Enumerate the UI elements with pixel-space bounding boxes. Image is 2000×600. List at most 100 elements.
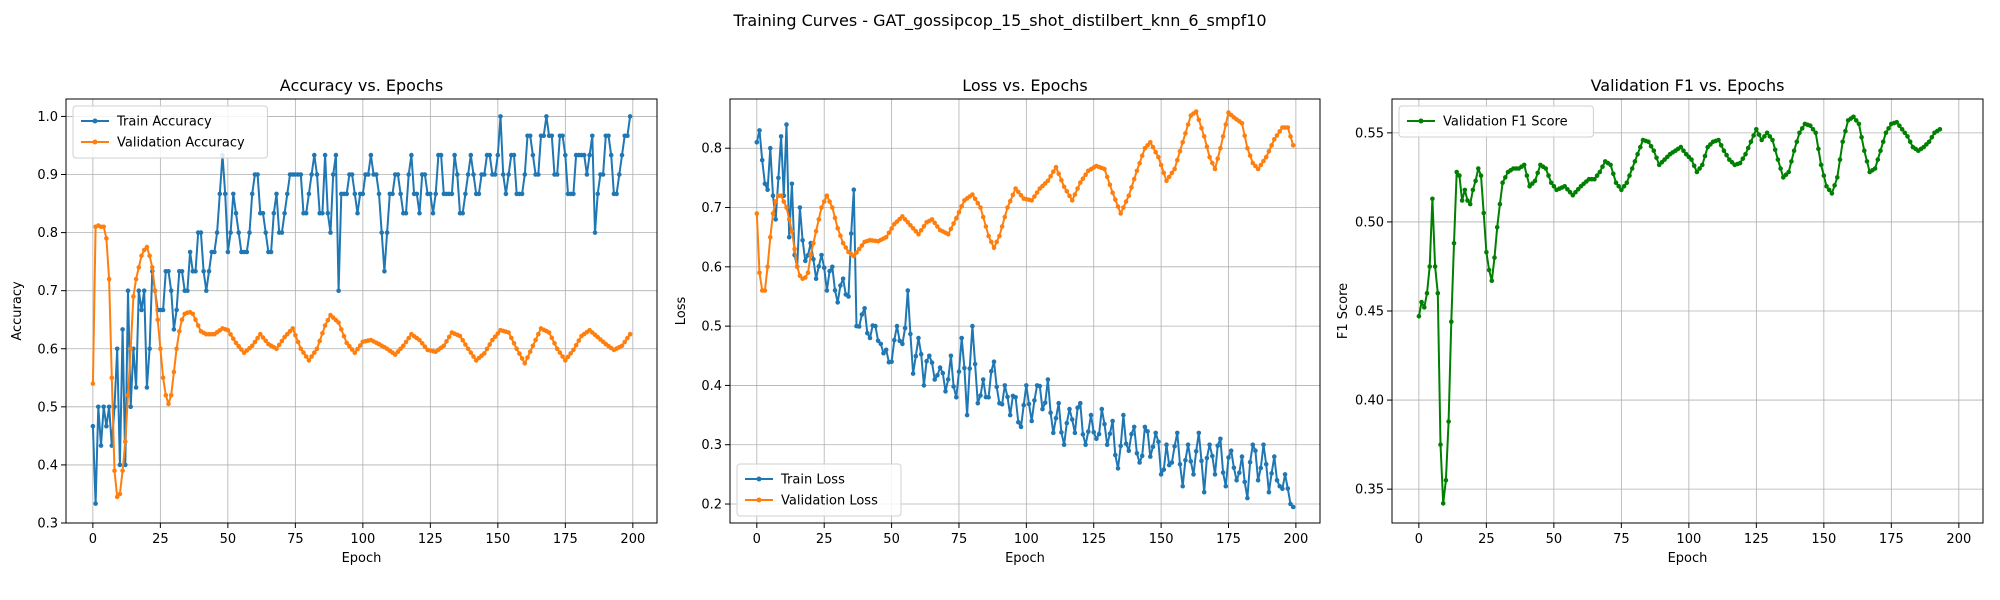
- data-point: [298, 346, 304, 352]
- data-point: [204, 288, 209, 294]
- data-point: [918, 228, 924, 233]
- data-point: [1107, 431, 1113, 437]
- data-point: [465, 346, 471, 352]
- data-point: [1016, 419, 1021, 425]
- data-point: [166, 269, 171, 274]
- data-point: [336, 320, 341, 325]
- data-point: [1894, 119, 1899, 125]
- data-point: [260, 335, 266, 340]
- data-point: [1083, 442, 1088, 448]
- data-point: [902, 217, 908, 222]
- data-point: [1829, 191, 1835, 196]
- data-point: [193, 269, 198, 274]
- data-point: [179, 317, 185, 323]
- data-point: [1697, 166, 1702, 171]
- y-tick-label: 0.6: [701, 260, 722, 275]
- data-point: [851, 253, 857, 259]
- x-tick-label: 25: [152, 532, 169, 547]
- data-point: [1503, 175, 1508, 180]
- data-point: [347, 343, 352, 349]
- data-point: [1794, 139, 1800, 145]
- data-point: [398, 191, 403, 197]
- data-point: [401, 343, 406, 349]
- data-point: [117, 491, 123, 497]
- data-point: [1621, 184, 1627, 189]
- data-point: [117, 462, 123, 468]
- data-point: [862, 306, 867, 311]
- data-point: [1797, 130, 1802, 136]
- data-point: [945, 231, 951, 237]
- data-point: [1005, 394, 1010, 400]
- data-point: [848, 231, 854, 236]
- data-point: [349, 172, 355, 177]
- x-tick-label: 50: [1546, 532, 1563, 547]
- data-point: [1840, 139, 1845, 145]
- data-point: [975, 200, 981, 206]
- data-point: [773, 199, 778, 204]
- data-point: [419, 341, 425, 346]
- data-point: [492, 334, 498, 340]
- data-point: [1619, 187, 1624, 193]
- data-point: [1045, 377, 1051, 382]
- data-point: [1129, 431, 1134, 437]
- data-point: [120, 327, 125, 332]
- data-point: [1048, 410, 1053, 416]
- data-point: [1064, 420, 1070, 426]
- data-point: [509, 335, 514, 341]
- x-tick-label: 150: [485, 532, 510, 547]
- legend-box: [72, 105, 268, 159]
- data-point: [832, 288, 838, 293]
- data-point: [1250, 442, 1256, 448]
- data-point: [379, 230, 385, 235]
- data-point: [821, 265, 827, 271]
- data-point: [830, 205, 835, 210]
- data-point: [406, 172, 412, 177]
- data-point: [1245, 495, 1250, 501]
- data-point: [1164, 178, 1169, 184]
- data-point: [1851, 114, 1856, 120]
- data-point: [1756, 132, 1762, 137]
- data-point: [1223, 122, 1229, 127]
- data-point: [492, 172, 498, 177]
- data-point: [595, 191, 600, 197]
- data-point: [1288, 501, 1293, 507]
- data-point: [986, 233, 991, 239]
- data-point: [1061, 442, 1067, 448]
- data-point: [1762, 134, 1767, 139]
- data-point: [1131, 176, 1137, 182]
- data-point: [889, 226, 894, 231]
- legend-label: Train Loss: [780, 473, 845, 488]
- data-point: [1764, 130, 1770, 136]
- data-point: [997, 233, 1002, 239]
- data-point: [433, 191, 439, 197]
- data-point: [290, 326, 296, 331]
- data-point: [1007, 198, 1013, 204]
- data-point: [301, 350, 306, 355]
- data-point: [576, 338, 582, 343]
- data-point: [287, 329, 293, 334]
- data-point: [794, 264, 800, 270]
- data-point: [155, 317, 160, 323]
- data-point: [530, 343, 536, 349]
- data-point: [1034, 190, 1040, 195]
- data-point: [910, 371, 916, 376]
- data-point: [511, 152, 517, 158]
- y-axis-label: Accuracy: [10, 281, 25, 341]
- data-point: [365, 172, 371, 177]
- data-point: [986, 395, 991, 400]
- data-point: [1188, 459, 1194, 464]
- data-point: [136, 265, 142, 270]
- y-tick-label: 0.50: [1355, 215, 1384, 230]
- data-point: [819, 252, 824, 258]
- data-point: [395, 349, 401, 355]
- data-point: [168, 392, 174, 398]
- data-point: [571, 347, 576, 353]
- data-point: [1813, 130, 1818, 136]
- data-point: [1059, 177, 1064, 183]
- data-point: [314, 346, 320, 352]
- data-point: [808, 252, 813, 258]
- data-point: [1424, 290, 1430, 296]
- data-point: [1061, 184, 1067, 190]
- data-point: [1535, 170, 1540, 176]
- data-point: [303, 354, 309, 359]
